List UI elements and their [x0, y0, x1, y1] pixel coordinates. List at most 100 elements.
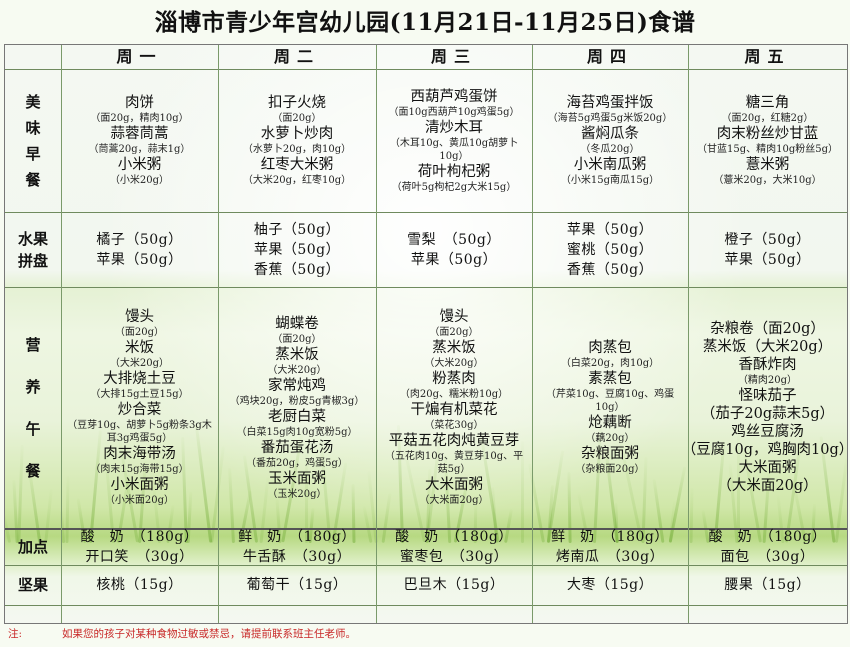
grass-blade — [305, 453, 308, 543]
dish-ingredients: （面20g，红糖2g） — [721, 113, 814, 124]
nut-item: 腰果（15g） — [724, 577, 811, 593]
dish-ingredients: （面20g，精肉10g） — [90, 113, 189, 124]
snack-cell: 蝴蝶卷 （面20g） 蒸米饭 （大米20g） 家常炖鸡 （鸡块20g，粉皮5g青椒3g）老… — [220, 287, 374, 528]
dish-ingredients: （大米面20g） — [419, 495, 489, 506]
dish-ingredients: （大米20g，红枣10g） — [242, 175, 352, 186]
fruit-cell: 苹果（50g） 蜜桃（50g） 香蕉（50g） — [534, 212, 686, 287]
nut-cell: 葡萄干（15g） — [220, 565, 374, 605]
nut-item: 葡萄干（15g） — [246, 577, 348, 593]
row-divider — [5, 212, 847, 213]
dish-name: 蒜蓉茼蒿 — [110, 126, 169, 142]
dish-ingredients: （面20g） — [272, 333, 322, 345]
extra-cell: 酸 奶 （180g） 开口笑 （30g） — [63, 528, 216, 565]
dish-name: 小米面粥 — [110, 477, 169, 493]
column-divider — [688, 45, 689, 623]
dish-name: 平菇五花肉炖黄豆芽 — [388, 433, 520, 449]
nut-cell: 巴旦木（15g） — [378, 565, 530, 605]
row-divider — [5, 605, 847, 606]
nut-cell: 核桃（15g） — [63, 565, 216, 605]
extra-cell: 酸 奶 （180g） 面包 （30g） — [690, 528, 845, 565]
column-divider — [218, 45, 219, 623]
row-label-text: 加点 — [17, 537, 48, 556]
day-header: 周三 — [430, 47, 477, 66]
dish-name: 水萝卜炒肉 — [260, 126, 334, 142]
dish-name: 肉末海带汤 — [103, 446, 176, 462]
dish-ingredients: （肉20g、糯米粉10g） — [399, 389, 509, 400]
nut-item: 大枣（15g） — [566, 577, 654, 593]
menu-table: 周一 周二 周三 周四 周五 美味早餐 水果拼盘 营养午餐 加点 坚果 肉饼 （面20g，精肉10g）… — [4, 44, 848, 624]
row-label-text: 营养午餐 — [25, 335, 41, 480]
dish-name: 荷叶枸杞粥 — [417, 163, 491, 180]
dish-ingredients: （海苔5g鸡蛋5g米饭20g） — [547, 113, 673, 124]
dish-name: 炝藕断 — [588, 415, 632, 431]
grass-blade — [737, 429, 740, 543]
breakfast-cell: 西葫芦鸡蛋饼 （面10g西葫芦10g鸡蛋5g） 清炒木耳 （木耳10g、黄瓜10g胡萝… — [378, 69, 530, 212]
nut-cell: 大枣（15g） — [534, 565, 686, 605]
dish-ingredients: （杂粮面20g） — [575, 464, 645, 475]
dish-name: 素蒸包 — [588, 371, 632, 387]
row-divider — [5, 565, 847, 566]
dish-ingredients: （芹菜10g、豆腐10g、鸡蛋10g） — [545, 389, 675, 413]
dish-ingredients: （荷叶5g枸杞2g大米15g） — [391, 181, 517, 193]
day-header: 周五 — [744, 47, 791, 66]
snack-cell: 馒头 （面20g） 米饭 （大米20g） 大排烧土豆 （大排15g土豆15g） 炒合菜 （豆芽… — [63, 287, 216, 528]
breakfast-cell: 肉饼 （面20g，精肉10g） 蒜蓉茼蒿 （茼蒿20g，蒜末1g） 小米粥 （小米20g） — [63, 69, 216, 212]
snack-cell: 馒头 （面20g） 蒸米饭 （大米20g） 粉蒸肉 （肉20g、糯米粉10g） 干煸有机菜花… — [378, 287, 530, 528]
extra-item: 牛舌酥 （30g） — [242, 548, 352, 565]
row-label-breakfast: 美味早餐 — [5, 69, 61, 212]
column-divider — [61, 45, 62, 623]
dish-ingredients: （白菜15g肉10g宽粉5g） — [236, 426, 358, 438]
extra-item: 鲜 奶 （180g） — [551, 528, 669, 545]
fruit-item: 雪梨 （50g） — [407, 231, 501, 248]
dish-ingredients: （鸡块20g，粉皮5g青椒3g） — [229, 395, 365, 407]
extra-item: 鲜 奶 （180g） — [238, 528, 356, 545]
fruit-item: 苹果（50g） — [566, 221, 654, 238]
note-label: 注: — [8, 628, 23, 640]
dish-name: 玉米面粥 — [268, 470, 326, 487]
dish-ingredients: （小米面20g） — [104, 495, 175, 506]
row-divider — [5, 287, 847, 288]
nut-cell: 腰果（15g） — [690, 565, 845, 605]
note-text: 如果您的孩子对某种食物过敏或禁忌，请提前联系班主任老师。 — [62, 628, 356, 640]
dish-name: 小米南瓜粥 — [573, 157, 647, 173]
dish-name: 清炒木耳 — [425, 119, 483, 136]
dish-name: 杂粮卷（面20g） — [710, 321, 825, 337]
dish-name: 馒头 — [439, 309, 469, 325]
fruit-item: 苹果（50g） — [724, 251, 811, 268]
dish-name: 西葫芦鸡蛋饼 — [410, 88, 498, 105]
dish-name: 糖三角 — [745, 95, 790, 111]
snack-cell: 杂粮卷（面20g） 蒸米饭（大米20g） 香酥炸肉 （精肉20g） 怪味茄子 （茄子20g… — [682, 287, 847, 528]
fruit-item: 蜜桃（50g） — [566, 241, 654, 258]
extra-item: 面包 （30g） — [720, 548, 815, 565]
column-divider — [532, 45, 533, 623]
dish-ingredients: （小米15g南瓜15g） — [560, 175, 660, 186]
fruit-cell: 雪梨 （50g） 苹果（50g） — [378, 212, 530, 287]
extra-item: 开口笑 （30g） — [85, 548, 194, 565]
dish-name: 蝴蝶卷 — [275, 315, 319, 332]
extra-item: 酸 奶 （180g） — [708, 528, 827, 545]
extra-cell: 鲜 奶 （180g） 牛舌酥 （30g） — [220, 528, 374, 565]
row-divider — [5, 528, 847, 530]
dish-name: 番茄蛋花汤 — [260, 439, 334, 456]
dish-name: 红枣大米粥 — [260, 157, 334, 173]
fruit-cell: 柚子（50g） 苹果（50g） 香蕉（50g） — [220, 212, 374, 287]
dish-name: 扣子火烧 — [268, 95, 326, 111]
dish-ingredients: （水萝卜20g，肉10g） — [242, 144, 352, 155]
day-header: 周二 — [273, 47, 320, 66]
dish-ingredients: （大米20g） — [424, 358, 484, 369]
dish-ingredients: （面20g） — [429, 327, 479, 338]
dish-ingredients: （玉米20g） — [267, 488, 327, 500]
snack-cell: 肉蒸包 （白菜20g，肉10g） 素蒸包 （芹菜10g、豆腐10g、鸡蛋10g） 炝藕断… — [534, 287, 686, 528]
dish-name: 酱焖瓜条 — [581, 126, 639, 142]
dish-name: 怪味茄子 — [738, 388, 797, 404]
breakfast-cell: 糖三角 （面20g，红糖2g） 肉末粉丝炒甘蓝 （甘蓝15g、精肉10g粉丝5g） 薏米… — [690, 69, 845, 212]
fruit-item: 苹果（50g） — [410, 251, 498, 268]
dish-ingredients: （茼蒿20g，蒜末1g） — [88, 144, 191, 155]
dish-name: 肉末粉丝炒甘蓝 — [716, 126, 819, 142]
extra-cell: 鲜 奶 （180g） 烤南瓜 （30g） — [534, 528, 686, 565]
dish-ingredients: （大排15g土豆15g） — [90, 389, 189, 400]
dish-name: 大米面粥 — [425, 477, 483, 493]
fruit-item: 橙子（50g） — [724, 231, 811, 248]
dish-name: 蒸米饭 — [432, 340, 476, 356]
dish-name: 老厨白菜 — [268, 408, 326, 425]
